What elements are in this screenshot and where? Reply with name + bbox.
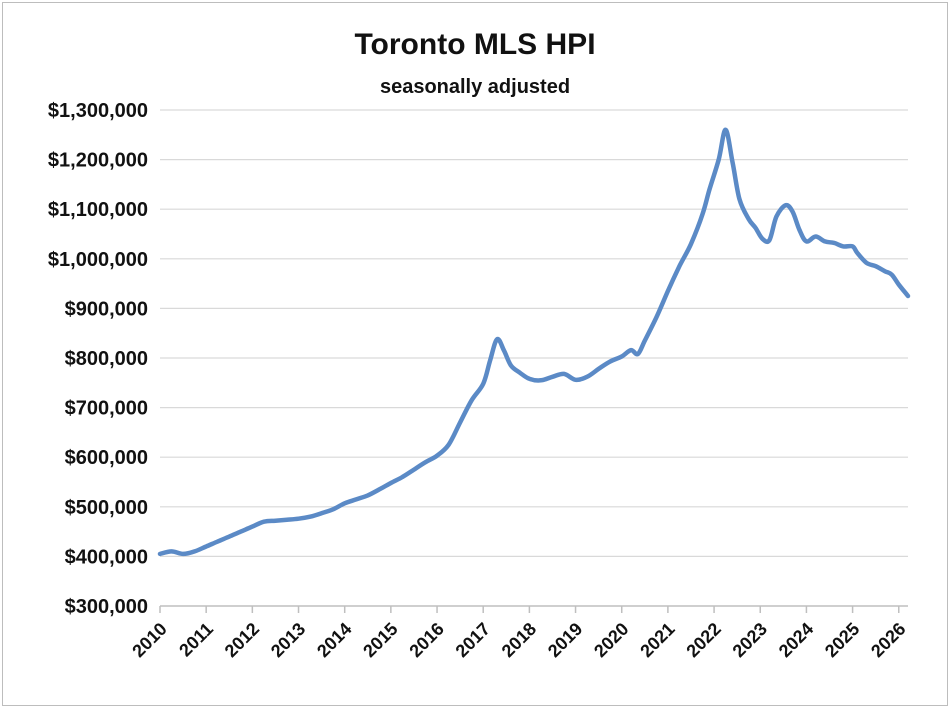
x-tick-label: 2012 [221,619,263,661]
y-tick-label: $800,000 [65,348,148,370]
x-tick-label: 2015 [359,619,401,661]
x-tick-label: 2013 [267,619,309,661]
x-tick-label: 2022 [682,619,724,661]
x-tick-label: 2016 [405,619,447,661]
x-tick-label: 2023 [729,619,771,661]
y-tick-label: $1,100,000 [48,199,148,221]
chart-subtitle: seasonally adjusted [379,76,571,98]
axes [159,605,908,613]
x-tick-label: 2024 [775,619,817,661]
y-tick-labels: $300,000 $400,000 $500,000 $600,000 $700,000… [48,100,148,618]
y-tick-label: $400,000 [65,546,148,568]
y-tick-label: $600,000 [65,447,148,469]
chart-title: Toronto MLS HPI [354,28,596,61]
y-tick-label: $900,000 [65,298,148,320]
x-tick-label: 2014 [313,619,355,661]
y-tick-label: $1,300,000 [48,100,148,122]
y-tick-label: $500,000 [65,497,148,519]
x-tick-label: 2011 [175,619,217,661]
y-tick-label: $1,200,000 [48,150,148,172]
x-tick-label: 2019 [544,619,586,661]
x-tick-label: 2026 [867,619,909,661]
x-tick-label: 2018 [498,619,540,661]
y-tick-label: $300,000 [65,596,148,618]
x-tick-label: 2020 [590,619,632,661]
series-line [157,127,911,557]
series-layer [157,127,911,557]
x-tick-labels: 2010 2011 2012 2013 2014 2015 2016 2017 2018 2019… [128,619,909,661]
y-tick-label: $1,000,000 [48,249,148,271]
x-tick-label: 2010 [128,619,170,661]
x-tick-label: 2017 [452,619,494,661]
x-tick-label: 2021 [636,619,678,661]
x-tick-label: 2025 [821,619,863,661]
gridlines [160,109,908,558]
y-tick-label: $700,000 [65,398,148,420]
